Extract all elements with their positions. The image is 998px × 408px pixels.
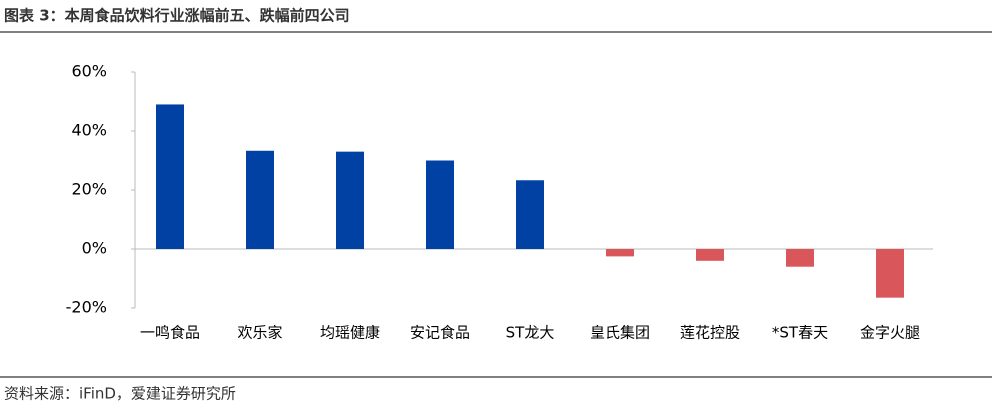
bar — [426, 160, 454, 249]
y-tick-label: 40% — [71, 121, 107, 140]
x-tick-label: *ST春天 — [772, 324, 828, 342]
x-tick-label: 欢乐家 — [237, 324, 282, 342]
y-tick-label: -20% — [66, 298, 107, 317]
x-tick-label: 安记食品 — [410, 324, 470, 342]
x-tick-label: ST龙大 — [506, 324, 555, 342]
x-tick-label: 均瑶健康 — [320, 324, 380, 342]
y-tick-label: 60% — [71, 62, 107, 81]
x-tick-label: 皇氏集团 — [590, 324, 650, 342]
bar — [336, 151, 364, 249]
chart-title: 图表 3：本周食品饮料行业涨幅前五、跌幅前四公司 — [4, 7, 350, 25]
y-tick-label: 20% — [71, 180, 107, 199]
bar — [606, 249, 634, 257]
y-tick-label: 0% — [82, 239, 107, 258]
bar — [696, 249, 724, 261]
x-tick-label: 金字火腿 — [860, 324, 920, 342]
bar — [246, 150, 274, 249]
bar — [516, 180, 544, 249]
x-tick-label: 一鸣食品 — [140, 324, 200, 342]
source: 资料来源：iFinD，爱建证券研究所 — [4, 385, 236, 403]
bar — [786, 249, 814, 267]
bar — [156, 104, 184, 249]
bar — [876, 249, 904, 298]
x-tick-label: 莲花控股 — [680, 324, 740, 342]
